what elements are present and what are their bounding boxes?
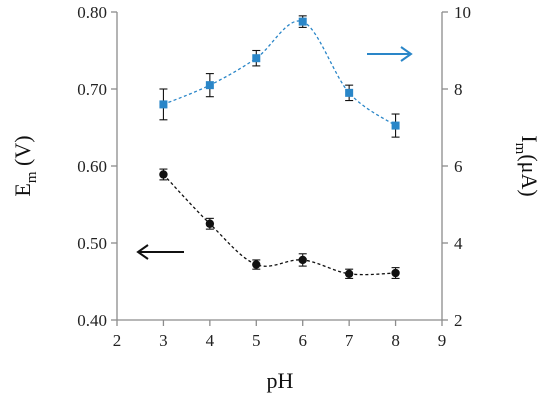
x-tick-label-2: 2 [113,331,122,350]
y-right-tick-label-10: 10 [454,3,471,22]
y-right-label-sub: m [512,143,528,155]
y-left-label-unit: (V) [10,135,35,171]
series-2-point-5 [252,54,261,63]
series-1-point-3 [159,170,168,179]
series-1-point-8 [391,268,400,278]
y-left-tick-label-0.70: 0.70 [77,80,107,99]
series-2-line [163,20,396,127]
left-y-tick-labels: 0.40 0.50 0.60 0.70 0.80 [77,3,117,330]
arrow-left [136,244,184,260]
series-1 [159,168,400,279]
x-tick-label-7: 7 [345,331,354,350]
y-right-label-unit: (μA) [517,154,542,196]
x-axis-label: pH [267,368,294,393]
series-1-point-5 [252,260,261,269]
y-right-tick-label-4: 4 [454,234,463,253]
y-left-label-sub: m [24,171,40,183]
series-2-point-4 [205,81,214,90]
series-1-point-6 [298,255,307,265]
y-left-tick-label-0.40: 0.40 [77,311,107,330]
series-2 [159,15,400,138]
x-tick-labels: 2 3 4 5 6 7 8 9 [113,320,447,350]
series-2-point-6 [298,17,307,26]
y-right-tick-label-6: 6 [454,157,463,176]
series-2-point-7 [345,88,354,97]
series-2-point-3 [159,100,168,109]
y-left-tick-label-0.80: 0.80 [77,3,107,22]
y-left-tick-label-0.60: 0.60 [77,157,107,176]
series-1-point-7 [344,269,354,278]
y-left-tick-label-0.50: 0.50 [77,234,107,253]
x-tick-label-8: 8 [391,331,400,350]
series-layer [159,15,400,279]
series-1-point-4 [205,219,215,228]
y-right-tick-label-8: 8 [454,80,463,99]
arrow-right-head [400,46,413,62]
y-left-label-main: E [10,183,35,196]
arrow-left-head [136,244,149,260]
y-axis-label-right: Im(μA) [512,135,542,196]
y-right-tick-label-2: 2 [454,311,463,330]
right-y-tick-labels: 2 4 6 8 10 [442,3,471,330]
series-1-line [162,174,396,276]
arrow-annotations [136,46,413,260]
x-tick-label-6: 6 [298,331,307,350]
x-tick-label-9: 9 [438,331,447,350]
x-tick-label-4: 4 [206,331,215,350]
x-tick-label-3: 3 [159,331,168,350]
arrow-right [367,46,413,62]
y-right-label-main: I [517,135,542,142]
series-2-point-8 [391,121,400,130]
x-tick-label-5: 5 [252,331,261,350]
y-axis-label-left: Em (V) [10,135,40,196]
